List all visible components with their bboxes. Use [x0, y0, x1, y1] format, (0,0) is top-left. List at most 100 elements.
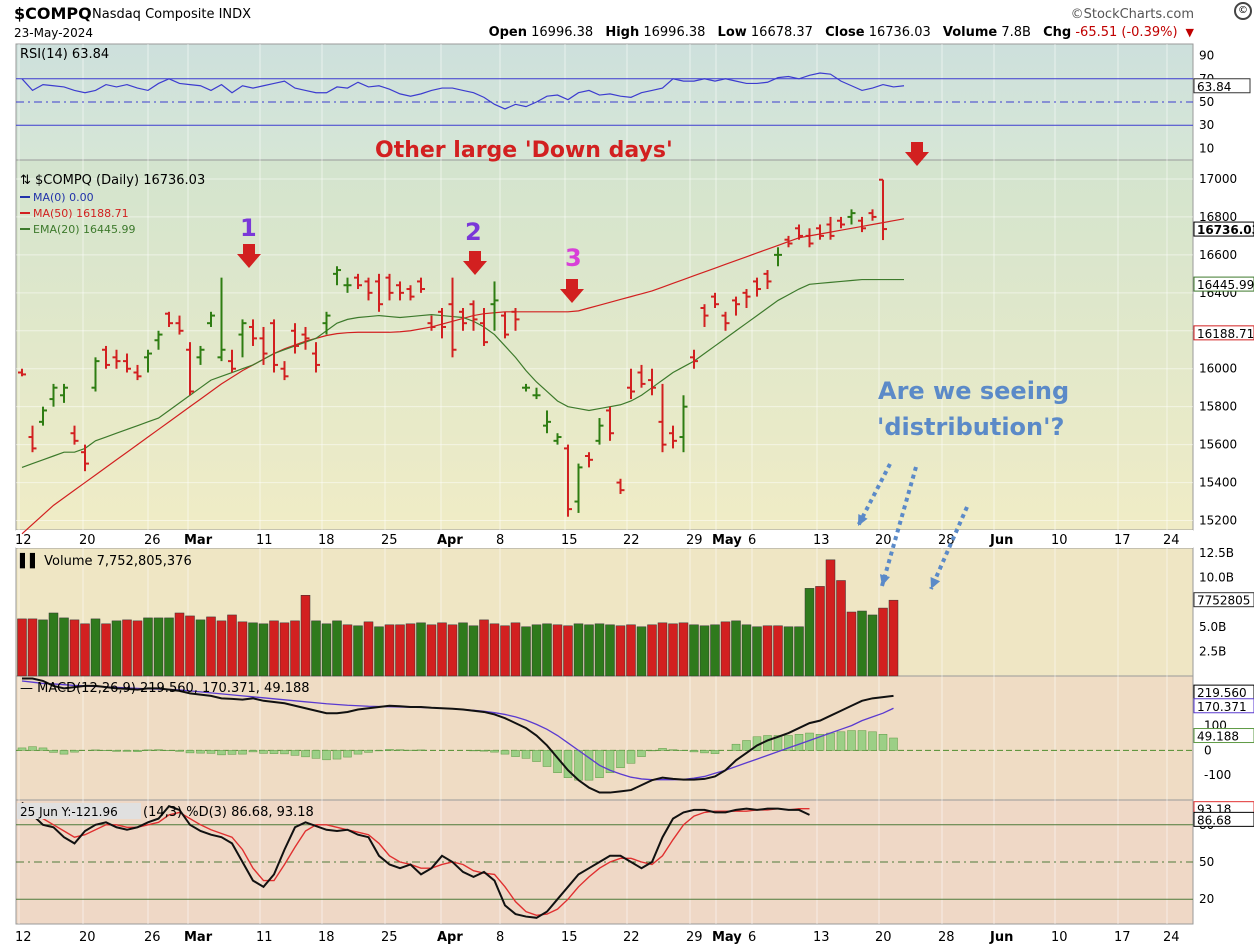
- volume-bar: [468, 625, 479, 677]
- volume-bar: [122, 619, 132, 677]
- symbol-label: $COMPQ: [14, 4, 92, 23]
- ohlc-bar: [333, 266, 341, 286]
- volume-bar: [479, 619, 489, 677]
- ohlc-bar: [207, 311, 215, 327]
- ohlc-bar: [459, 308, 467, 331]
- macd-value-tag: 170.371: [1197, 700, 1247, 714]
- date-tick-label: 22: [623, 533, 640, 548]
- bottom-date-tick-label: 29: [686, 930, 703, 945]
- macd-histogram-bar: [238, 750, 247, 755]
- ohlc-bar: [469, 300, 478, 331]
- red-down-arrow: [905, 142, 929, 166]
- stoch-value-tag-box: [1193, 811, 1254, 827]
- macd-histogram-bar: [836, 731, 846, 751]
- macd-histogram-bar: [700, 750, 709, 754]
- volume-bar: [80, 623, 90, 677]
- brand-label[interactable]: ©StockCharts.com: [1070, 7, 1194, 22]
- ohlc-bar: [406, 285, 415, 301]
- ohlc-bar: [133, 364, 142, 381]
- ohlc-bar: [165, 311, 173, 327]
- volume-bar: [846, 611, 857, 677]
- macd-histogram-bar: [59, 750, 69, 755]
- macd-line: [22, 677, 894, 794]
- price-tag: 16736.03: [1197, 223, 1254, 237]
- bottom-date-tick-label: 22: [623, 930, 640, 945]
- volume-bar: [720, 621, 731, 677]
- ohlc-bar: [543, 410, 551, 434]
- macd-histogram-bar: [847, 730, 856, 751]
- volume-bar: [605, 624, 615, 677]
- volume-bar: [101, 623, 111, 677]
- bottom-date-tick-label: Apr: [437, 930, 463, 945]
- legend-entry: EMA(20) 16445.99: [33, 223, 136, 236]
- ohlc-bar: [280, 361, 289, 381]
- macd-histogram-bar: [616, 750, 625, 769]
- ohlc-bar: [375, 273, 383, 312]
- macd-tick-label: -100: [1204, 768, 1231, 782]
- volume-bar: [447, 624, 458, 677]
- volume-value-tag: 7752805: [1197, 594, 1250, 608]
- ohlc-bar: [228, 349, 236, 373]
- date-tick-label: 29: [686, 533, 703, 548]
- ohlc-bar: [700, 304, 709, 327]
- date-tick-label: 13: [813, 533, 830, 548]
- volume-bar: [195, 619, 206, 677]
- macd-histogram-bar: [28, 746, 37, 751]
- macd-histogram-bar: [658, 748, 667, 751]
- ohlc-bar: [249, 319, 257, 346]
- bottom-date-tick-label: 11: [256, 930, 273, 945]
- macd-histogram-bar: [280, 750, 289, 755]
- blue-arrow: [929, 506, 969, 590]
- bottom-date-tick-label: 24: [1163, 930, 1180, 945]
- volume-bar: [384, 624, 395, 677]
- date-tick-label: 10: [1051, 533, 1068, 548]
- macd-histogram-bar: [763, 735, 772, 751]
- price-tick-label: 16000: [1199, 362, 1237, 376]
- rsi-tick-label: 30: [1199, 118, 1214, 132]
- red-down-arrow: [560, 279, 584, 303]
- macd-histogram-bar: [353, 750, 363, 755]
- ohlc-bar: [102, 345, 110, 369]
- ohlc-bar: [60, 383, 68, 403]
- ohlc-bar: [91, 357, 100, 392]
- ohlc-bar: [175, 315, 184, 335]
- volume-value: 7.8B: [1001, 25, 1031, 40]
- volume-bar: [710, 624, 720, 677]
- macd-histogram-bar: [626, 750, 636, 764]
- volume-bar: [584, 624, 594, 677]
- macd-histogram-bar: [311, 750, 321, 759]
- date-tick-label: 18: [318, 533, 335, 548]
- volume-bar: [237, 621, 248, 677]
- rsi-tick-label: 90: [1199, 49, 1214, 63]
- ohlc-bar: [196, 345, 205, 365]
- down-triangle-icon: ▼: [1185, 26, 1194, 39]
- macd-histogram-bar: [511, 750, 520, 757]
- rsi-line: [21, 72, 905, 110]
- date-tick-label: Mar: [184, 533, 213, 548]
- index-name: Nasdaq Composite INDX: [92, 7, 252, 22]
- volume-bar: [279, 622, 290, 677]
- volume-bar: [657, 622, 668, 677]
- volume-value-tag-box: [1193, 592, 1254, 608]
- macd-histogram-bar: [710, 750, 720, 754]
- volume-bar: [111, 620, 122, 677]
- volume-bar: [405, 623, 416, 677]
- panel-main: [15, 159, 1194, 531]
- date-tick-label: 20: [79, 533, 96, 548]
- ohlc-bar: [396, 281, 404, 301]
- macd-histogram-bar: [154, 749, 163, 751]
- ohlc-bar: [49, 383, 58, 407]
- bottom-date-tick-label: 20: [875, 930, 892, 945]
- date-tick-label: 17: [1114, 533, 1131, 548]
- settings-corner-icon[interactable]: ©: [1234, 2, 1252, 20]
- volume-bar: [174, 612, 185, 677]
- red-down-arrow: [237, 244, 261, 268]
- ohlc-bar: [595, 418, 604, 445]
- volume-bar: [269, 620, 279, 677]
- chg-value: -65.51 (-0.39%): [1075, 25, 1178, 40]
- volume-bar: [374, 626, 384, 677]
- marker-1: 1: [240, 214, 257, 242]
- macd-histogram-bar: [826, 732, 835, 751]
- ohlc-bar: [39, 406, 47, 426]
- bottom-date-tick-label: 8: [496, 930, 504, 945]
